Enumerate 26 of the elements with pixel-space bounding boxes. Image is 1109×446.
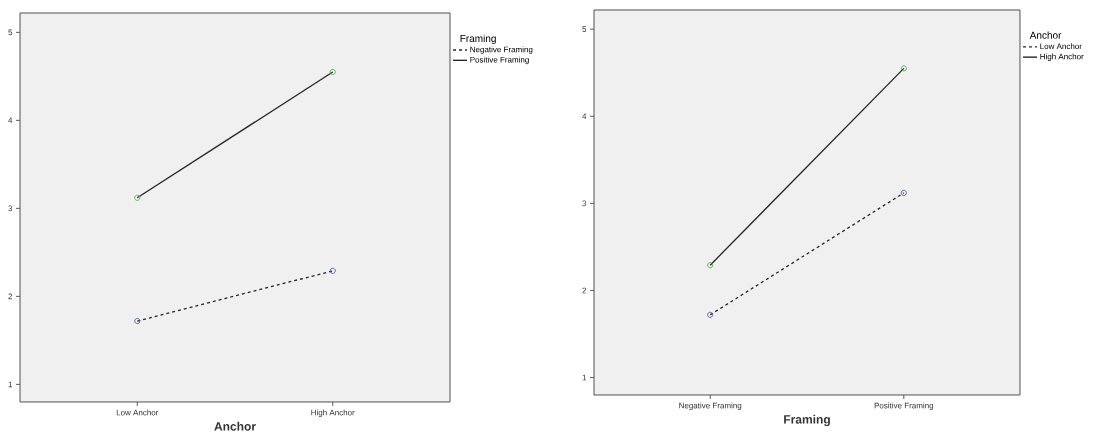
legend-label: Negative Framing — [470, 46, 533, 54]
y-tick-label: 4 — [8, 117, 13, 124]
legend-title: Anchor — [1029, 31, 1062, 39]
legend-label: High Anchor — [1040, 53, 1084, 61]
point — [329, 267, 336, 274]
y-tick-label: 1 — [582, 374, 587, 381]
y-tick-label: 5 — [582, 26, 587, 32]
point — [134, 194, 141, 201]
x-axis-title: Anchor — [214, 421, 256, 431]
y-tick-label: 2 — [582, 287, 587, 294]
point — [900, 65, 907, 72]
point — [329, 68, 336, 75]
y-tick-label: 4 — [582, 113, 587, 120]
point — [707, 262, 714, 269]
y-tick-label: 3 — [582, 200, 587, 207]
legend-title: Framing — [460, 34, 496, 44]
y-tick-label: 5 — [8, 29, 13, 36]
y-tick-label: 2 — [8, 293, 13, 300]
y-tick-label: 3 — [8, 205, 13, 212]
y-tick-label: 1 — [8, 381, 13, 388]
point — [900, 189, 907, 196]
point — [134, 317, 141, 325]
legend-label: Low Anchor — [1040, 43, 1082, 50]
legend-label: Positive Framing — [470, 56, 529, 65]
x-axis-title: Framing — [784, 414, 830, 427]
point — [707, 311, 714, 318]
